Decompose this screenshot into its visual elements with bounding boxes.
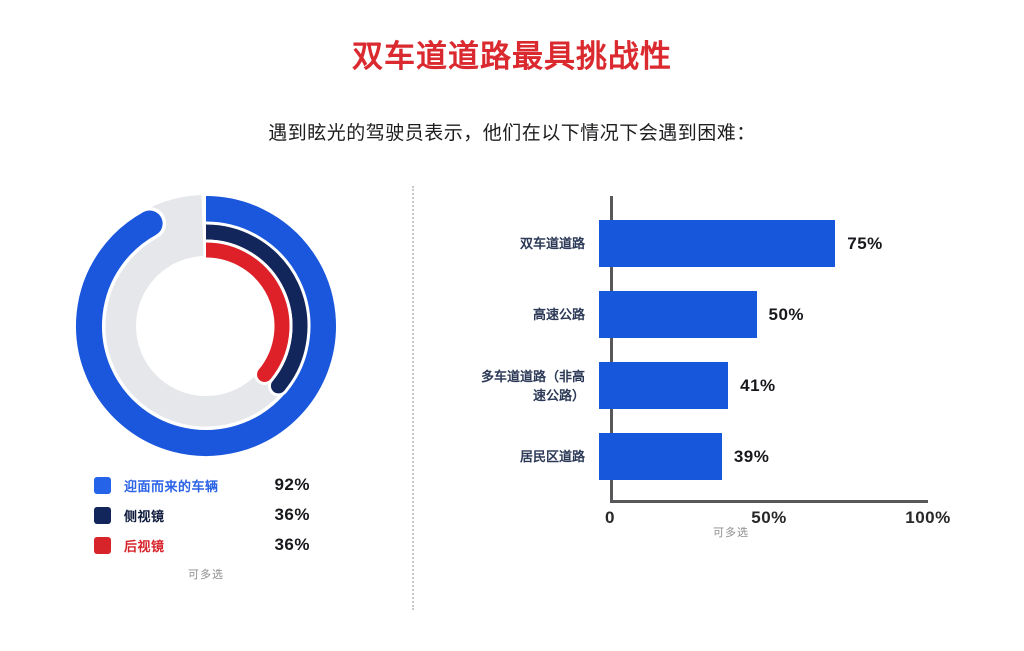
legend-value: 36%: [274, 505, 310, 524]
bar-track: 39%: [599, 433, 914, 480]
bar-value-label: 50%: [768, 304, 805, 324]
x-tick: 50%: [751, 508, 787, 527]
bar-chart-footnote: 可多选: [713, 527, 749, 539]
bar-category-label: 居民区道路: [519, 449, 585, 464]
donut-arc-cap-1: [270, 378, 286, 394]
bar-rows: 双车道道路 75% 高速公路 50% 多车道: [478, 196, 928, 480]
legend-swatch-blue: [94, 476, 111, 494]
bar-category-label: 高速公路: [532, 307, 585, 322]
content: 迎面而来的车辆 92% 侧视镜 36% 后视镜 36% 可多选: [0, 186, 1024, 610]
bar-fill: [599, 291, 757, 338]
legend-item: 迎面而来的车辆 92%: [94, 470, 310, 500]
x-axis-line: [610, 500, 928, 503]
bar-value-label: 39%: [733, 446, 770, 466]
legend-label: 侧视镜: [124, 508, 165, 524]
donut-arc-cap-2: [257, 366, 273, 382]
x-tick: 100%: [905, 508, 951, 527]
bar-category-label: 多车道道路（非高速公路）: [480, 368, 585, 403]
legend-label: 迎面而来的车辆: [124, 478, 219, 494]
bar-row: 双车道道路 75%: [478, 220, 928, 267]
bar-chart: 双车道道路 75% 高速公路 50% 多车道: [478, 196, 950, 527]
legend-item: 后视镜 36%: [94, 530, 310, 560]
legend-item: 侧视镜 36%: [94, 500, 310, 530]
legend-value: 92%: [274, 475, 310, 494]
donut-legend: 迎面而来的车辆 92% 侧视镜 36% 后视镜 36%: [94, 470, 310, 560]
bar-category-label: 双车道道路: [519, 236, 585, 251]
bar-fill: [599, 433, 722, 480]
bar-chart-panel: 双车道道路 75% 高速公路 50% 多车道: [414, 186, 1024, 540]
donut-chart: [66, 186, 346, 466]
donut-arc-1: [205, 224, 308, 391]
donut-arc-cap-0: [136, 210, 163, 237]
page-subtitle: 遇到眩光的驾驶员表示，他们在以下情况下会遇到困难：: [268, 123, 756, 144]
page-title: 双车道道路最具挑战性: [352, 39, 672, 74]
x-tick: 0: [605, 508, 615, 527]
vertical-divider: [412, 186, 414, 610]
bar-fill: [599, 362, 729, 409]
donut-svg: [72, 192, 340, 460]
donut-arc-2: [205, 242, 290, 380]
legend-label: 后视镜: [124, 538, 165, 554]
bar-fill: [599, 220, 836, 267]
legend-swatch-red: [94, 536, 111, 554]
donut-footnote: 可多选: [188, 569, 224, 581]
bar-row: 多车道道路（非高速公路） 41%: [478, 362, 928, 409]
bar-track: 41%: [599, 362, 914, 409]
header: 双车道道路最具挑战性 遇到眩光的驾驶员表示，他们在以下情况下会遇到困难：: [0, 0, 1024, 146]
bar-row: 居民区道路 39%: [478, 433, 928, 480]
legend-value: 36%: [274, 535, 310, 554]
legend-swatch-navy: [94, 506, 111, 524]
bar-track: 75%: [599, 220, 914, 267]
bar-value-label: 41%: [740, 375, 776, 395]
donut-panel: 迎面而来的车辆 92% 侧视镜 36% 后视镜 36% 可多选: [0, 186, 412, 582]
bar-value-label: 75%: [847, 233, 883, 253]
x-axis-ticks: 0 50% 100%: [605, 508, 950, 530]
donut-arc-0: [75, 196, 336, 456]
bar-row: 高速公路 50%: [478, 291, 928, 338]
bar-track: 50%: [599, 291, 914, 338]
y-axis-line: [610, 196, 613, 503]
